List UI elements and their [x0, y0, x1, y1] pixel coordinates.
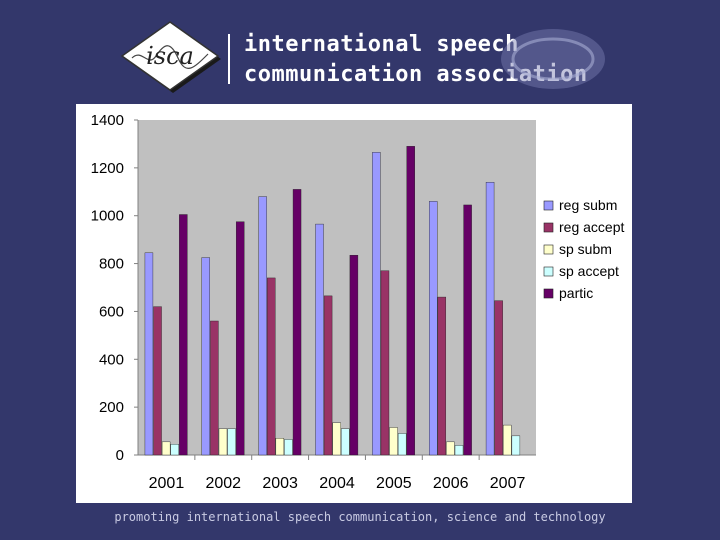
bar-sp-subm	[389, 427, 398, 456]
bar-sp-subm	[446, 441, 455, 456]
bar-sp-subm	[332, 422, 341, 456]
x-tick-label: 2005	[376, 475, 412, 492]
watermark-seal	[501, 29, 605, 89]
bar-sp-accept	[454, 445, 464, 456]
bar-sp-subm	[161, 441, 171, 456]
bar-partic	[406, 146, 415, 456]
legend-label: reg subm	[559, 197, 617, 213]
bar-partic	[179, 214, 188, 456]
bar-reg-accept	[323, 295, 333, 456]
bar-sp-subm	[275, 438, 285, 456]
bar-sp-accept	[227, 428, 236, 456]
brand-name-line-1: international speech	[244, 32, 519, 57]
bar-reg-subm	[372, 152, 381, 456]
bar-partic	[292, 189, 302, 456]
isca-logo-text: isca	[146, 42, 194, 70]
x-tick-label: 2002	[205, 475, 241, 492]
bar-reg-subm	[429, 201, 438, 456]
y-tick-label: 1400	[91, 112, 124, 129]
bar-reg-accept	[380, 270, 390, 456]
header-logo-area: isca international speech communication …	[118, 18, 618, 98]
x-tick-label: 2004	[319, 475, 355, 492]
bar-reg-subm	[201, 257, 210, 456]
y-tick-label: 0	[116, 447, 124, 464]
bar-sp-accept	[341, 428, 350, 456]
legend-label: reg accept	[559, 219, 624, 235]
logo-divider	[228, 34, 230, 84]
chart-panel: 0 200 400 600 800 1000 1200 1400 2001 2002 2003 200…	[76, 104, 632, 503]
bar-reg-subm	[258, 196, 267, 456]
footer-tagline: promoting international speech communica…	[114, 510, 606, 524]
isca-logo-diamond: isca	[120, 21, 221, 93]
legend-swatch	[543, 200, 554, 211]
legend-swatch	[543, 244, 554, 255]
legend-label: sp accept	[559, 263, 619, 279]
y-tick-label: 600	[99, 303, 124, 320]
bar-chart: 0 200 400 600 800 1000 1200 1400 2001 2002 2003 200…	[91, 112, 625, 492]
bar-sp-accept	[284, 439, 293, 456]
bar-sp-subm	[218, 428, 228, 456]
x-tick-label: 2001	[149, 475, 185, 492]
bar-reg-subm	[144, 252, 154, 456]
bar-reg-accept	[437, 296, 447, 456]
x-tick-label: 2007	[490, 475, 526, 492]
y-tick-label: 200	[99, 399, 124, 416]
legend-swatch	[543, 266, 554, 277]
bar-sp-subm	[503, 424, 512, 456]
bar-reg-accept	[267, 277, 276, 456]
bar-reg-accept	[494, 300, 503, 456]
legend-swatch	[543, 288, 554, 299]
bar-reg-accept	[210, 320, 219, 456]
y-tick-label: 1000	[91, 208, 124, 225]
y-tick-label: 800	[99, 256, 124, 273]
bar-reg-accept	[153, 306, 162, 456]
legend-swatch	[543, 222, 554, 233]
bar-sp-accept	[397, 433, 407, 456]
legend-label: partic	[559, 285, 593, 301]
bar-partic	[463, 204, 472, 456]
bar-partic	[235, 221, 245, 456]
x-tick-label: 2003	[262, 475, 298, 492]
bar-sp-accept	[511, 435, 521, 456]
x-tick-label: 2006	[433, 475, 469, 492]
bar-reg-subm	[485, 182, 495, 456]
y-tick-label: 1200	[91, 160, 124, 177]
legend-label: sp subm	[559, 241, 612, 257]
plot-area	[138, 120, 536, 455]
y-tick-label: 400	[99, 351, 124, 368]
bar-sp-accept	[170, 444, 179, 456]
bar-reg-subm	[315, 223, 324, 456]
bar-partic	[349, 254, 359, 456]
